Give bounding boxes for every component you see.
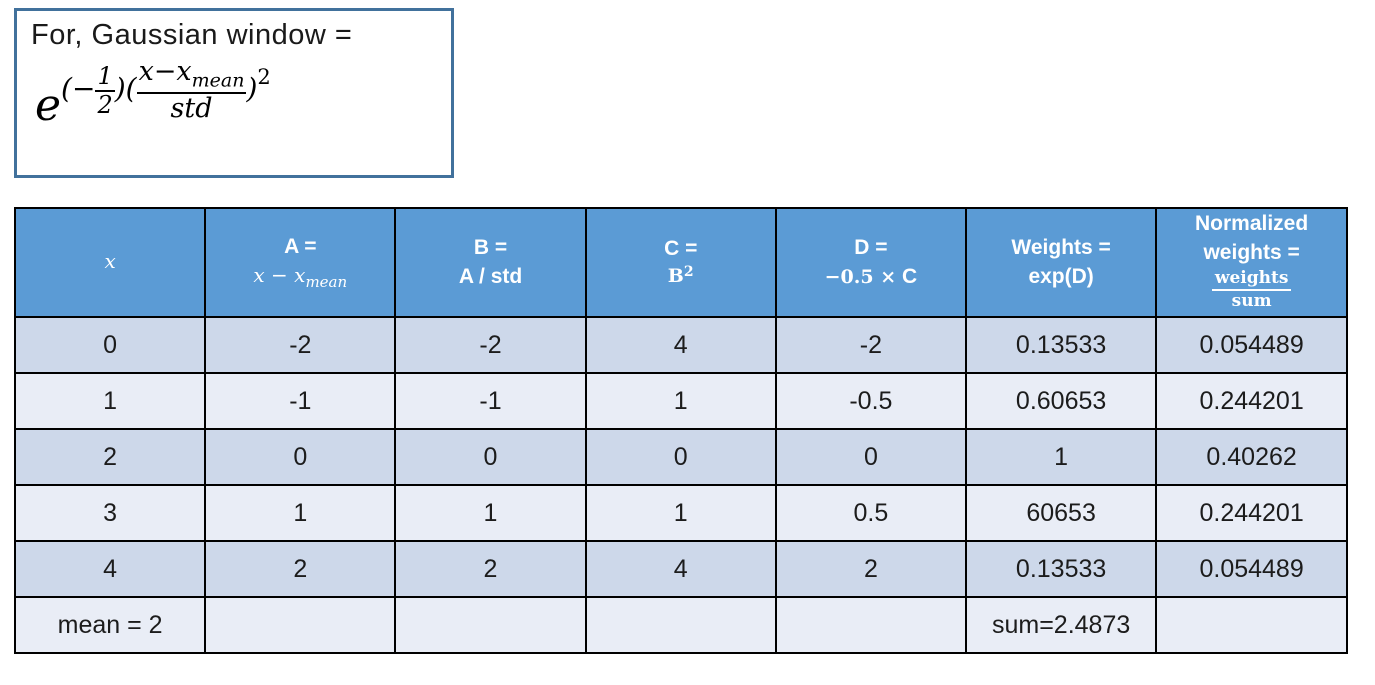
table-cell: 0.40262 — [1155, 428, 1348, 486]
fraction-num-subscript: mean — [191, 69, 245, 92]
table-cell: 2 — [394, 540, 587, 598]
header-c-line1: C = — [664, 237, 698, 260]
table-cell: 1 — [394, 484, 587, 542]
table-cell: 0.054489 — [1155, 316, 1348, 374]
table-cell: -1 — [394, 372, 587, 430]
header-c-formula: B2 — [588, 263, 774, 290]
table-cell: 0 — [13, 316, 207, 374]
table-cell: 2 — [204, 540, 397, 598]
header-b-formula: A / std — [458, 264, 523, 288]
gaussian-formula: e(− 1 2)(x−xmean std)2 — [31, 56, 441, 131]
header-c-base: B — [667, 265, 684, 288]
table-row: 2 0 0 0 0 1 0.40262 — [13, 428, 1348, 486]
table-cell: 0 — [204, 428, 397, 486]
table-cell: 0.13533 — [965, 316, 1158, 374]
table-cell: 60653 — [965, 484, 1158, 542]
header-d-formula: −0.5 × C — [778, 263, 964, 291]
table-cell: 0 — [584, 428, 777, 486]
table-cell: 0 — [394, 428, 587, 486]
table-cell: -2 — [204, 316, 397, 374]
table-cell: 1 — [965, 428, 1158, 486]
table-cell: 0.054489 — [1155, 540, 1348, 598]
table-header-row: x A = x − xmean B = A / std C = B2 D = −… — [13, 207, 1348, 318]
weights-table: x A = x − xmean B = A / std C = B2 D = −… — [13, 207, 1348, 654]
fraction-numerator: x−xmean — [136, 56, 247, 95]
table-cell: 3 — [13, 484, 207, 542]
header-normalized-line1: Normalized — [1195, 212, 1309, 236]
table-cell: -2 — [394, 316, 587, 374]
header-c-superscript: 2 — [683, 264, 694, 281]
table-cell — [584, 596, 777, 654]
header-a-subscript: mean — [305, 272, 348, 291]
table-cell — [774, 596, 968, 654]
header-x-symbol: x — [104, 249, 116, 274]
table-cell: 4 — [584, 540, 777, 598]
header-cell-normalized: Normalized weights = weights sum — [1155, 207, 1348, 318]
header-a-expression: x − x — [253, 262, 306, 287]
table-cell: 2 — [774, 540, 968, 598]
formula-fraction-z: x−xmean std — [136, 56, 247, 125]
table-cell: 0 — [774, 428, 968, 486]
header-cell-d: D = −0.5 × C — [774, 207, 968, 318]
formula-exp-open-paren: (− — [61, 71, 96, 105]
fraction-denominator: sum — [1231, 291, 1272, 312]
table-cell: 1 — [13, 372, 207, 430]
table-footer-row: mean = 2 sum=2.4873 — [13, 596, 1348, 654]
header-cell-b: B = A / std — [394, 207, 587, 318]
table-cell: 0.244201 — [1155, 372, 1348, 430]
table-cell: 0.5 — [774, 484, 968, 542]
header-cell-a: A = x − xmean — [204, 207, 397, 318]
formula-box: For, Gaussian window = e(− 1 2)(x−xmean std… — [14, 8, 454, 178]
table-cell — [394, 596, 587, 654]
table-row: 0 -2 -2 4 -2 0.13533 0.054489 — [13, 316, 1348, 374]
formula-title: For, Gaussian window = — [31, 19, 353, 51]
mean-cell: mean = 2 — [13, 596, 207, 654]
table-cell — [1155, 596, 1348, 654]
table-row: 1 -1 -1 1 -0.5 0.60653 0.244201 — [13, 372, 1348, 430]
fraction-numerator: 1 — [95, 63, 115, 92]
header-weights-formula: exp(D) — [1028, 264, 1094, 288]
header-a-formula: x − xmean — [207, 262, 393, 292]
header-cell-c: C = B2 — [584, 207, 777, 318]
fraction-denominator: std — [170, 93, 213, 125]
table-cell: 1 — [584, 372, 777, 430]
table-cell: 0.13533 — [965, 540, 1158, 598]
formula-exp-mid-paren: )( — [114, 71, 137, 105]
table-cell: -2 — [774, 316, 968, 374]
fraction-num-main: x−x — [138, 56, 192, 87]
table-cell: 0.244201 — [1155, 484, 1348, 542]
formula-exponent: (− 1 2)(x−xmean std)2 — [61, 56, 271, 125]
formula-squared-exponent: 2 — [257, 64, 271, 89]
header-d-variable: C — [902, 264, 918, 288]
table-cell: 2 — [13, 428, 207, 486]
header-normalized-fraction: weights sum — [1211, 268, 1292, 312]
header-cell-weights: Weights = exp(D) — [965, 207, 1158, 318]
header-b-line1: B = — [473, 236, 508, 260]
table-cell — [204, 596, 397, 654]
table-cell: 1 — [204, 484, 397, 542]
table-row: 4 2 2 4 2 0.13533 0.054489 — [13, 540, 1348, 598]
formula-exp-close-paren: ) — [246, 71, 258, 105]
table-cell: -1 — [204, 372, 397, 430]
table-row: 3 1 1 1 0.5 60653 0.244201 — [13, 484, 1348, 542]
header-normalized-line2: weights = — [1203, 240, 1300, 264]
table-cell: 4 — [13, 540, 207, 598]
sum-cell: sum=2.4873 — [965, 596, 1158, 654]
header-cell-x: x — [13, 207, 207, 318]
table-cell: 4 — [584, 316, 777, 374]
formula-base-e: e — [35, 79, 62, 131]
header-d-line1: D = — [854, 236, 888, 260]
table-cell: 1 — [584, 484, 777, 542]
fraction-denominator: 2 — [97, 90, 113, 119]
header-weights-line1: Weights = — [1011, 236, 1111, 260]
header-a-line1: A = — [284, 235, 317, 259]
table-cell: 0.60653 — [965, 372, 1158, 430]
header-d-coefficient: −0.5 × — [824, 265, 897, 288]
table-cell: -0.5 — [774, 372, 968, 430]
fraction-numerator: weights — [1211, 268, 1292, 292]
